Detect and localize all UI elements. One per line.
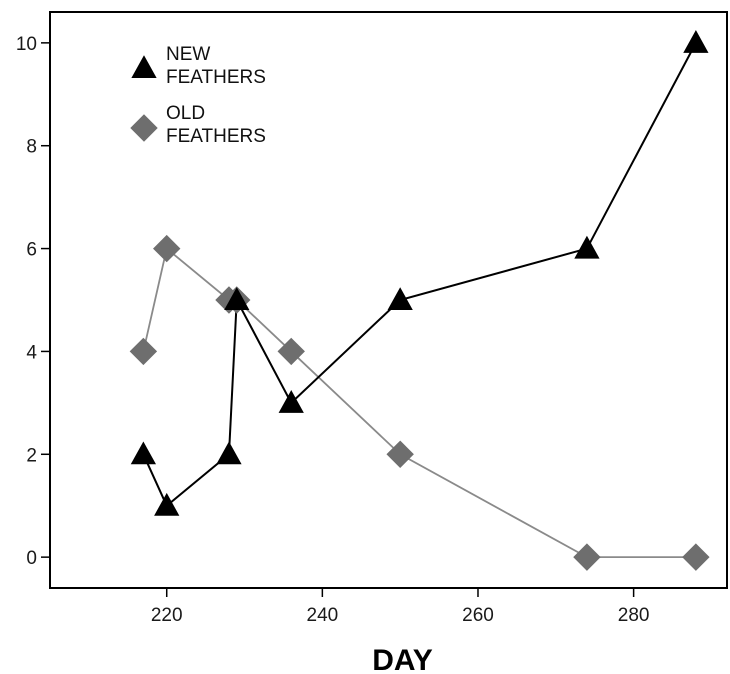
new-feathers-legend-marker xyxy=(131,55,157,78)
y-tick-label: 2 xyxy=(26,445,37,466)
x-tick-label: 260 xyxy=(462,605,494,626)
plot-frame xyxy=(49,11,728,589)
x-tick-label: 240 xyxy=(307,605,339,626)
new-feathers-legend-label: NEW xyxy=(166,44,210,65)
new-feathers-point xyxy=(130,441,157,465)
x-tick-label: 220 xyxy=(151,605,183,626)
old-feathers-point xyxy=(573,543,601,571)
x-axis: 220 240 260 280 xyxy=(151,588,650,626)
new-feathers-point xyxy=(154,492,180,516)
y-tick-label: 6 xyxy=(26,240,37,261)
y-tick-label: 0 xyxy=(26,548,37,569)
y-tick-label: 4 xyxy=(26,342,37,363)
new-feathers-point xyxy=(683,30,709,53)
new-feathers-legend-label: FEATHERS xyxy=(166,67,266,88)
x-tick-label: 280 xyxy=(618,605,650,626)
old-feathers-point xyxy=(277,337,305,366)
new-feathers-point xyxy=(224,287,250,310)
new-feathers-point xyxy=(216,441,242,465)
old-feathers-point xyxy=(682,543,710,571)
new-feathers-series-line xyxy=(142,42,697,508)
old-feathers-legend-label: OLD xyxy=(166,103,205,124)
y-tick-label: 10 xyxy=(16,34,37,55)
y-tick-label: 8 xyxy=(26,137,37,158)
old-feathers-point xyxy=(386,440,414,468)
old-feathers-legend-marker xyxy=(130,114,158,142)
x-axis-title: DAY xyxy=(372,644,433,674)
new-feathers-point xyxy=(574,235,600,259)
old-feathers-point xyxy=(153,234,181,263)
old-feathers-legend-label: FEATHERS xyxy=(166,126,266,147)
series-layer xyxy=(129,30,710,571)
old-feathers-series-line xyxy=(142,246,696,559)
new-feathers-point xyxy=(387,287,413,310)
new-feathers-point xyxy=(278,390,304,413)
old-feathers-point xyxy=(129,337,158,366)
y-axis: 0 2 4 6 8 10 xyxy=(16,34,50,569)
